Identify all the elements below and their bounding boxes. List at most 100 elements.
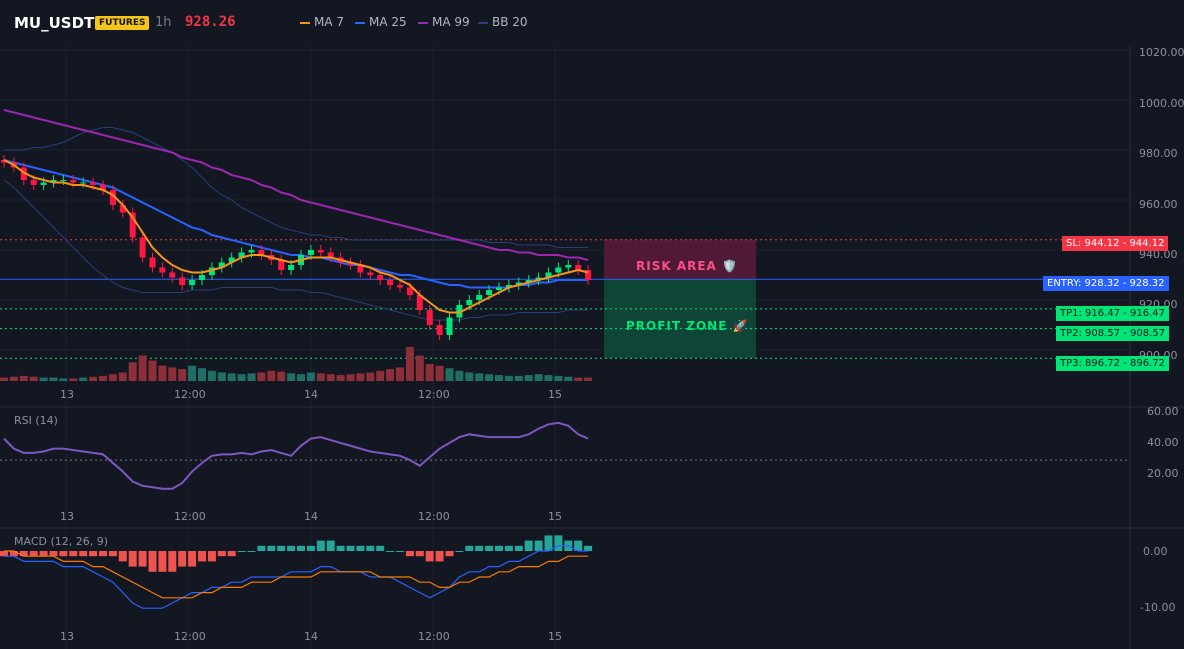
macd-histogram-bar (475, 545, 484, 551)
ma7-line (3, 159, 589, 314)
timeframe-label[interactable]: 1h (155, 15, 172, 30)
volume-bar (405, 347, 414, 381)
volume-bar (99, 375, 107, 381)
legend-ma25[interactable]: MA 25 (355, 15, 407, 29)
macd-histogram-bar (346, 545, 355, 551)
legend-bb20[interactable]: BB 20 (478, 15, 528, 29)
macd-histogram-bar (415, 551, 424, 557)
macd-histogram-bar (376, 545, 385, 551)
macd-line (4, 545, 589, 609)
volume-bar (168, 367, 177, 381)
rsi-y-tick: 20.00 (1147, 467, 1179, 480)
legend-label: MA 25 (369, 15, 407, 29)
volume-bar (386, 369, 395, 381)
symbol-name[interactable]: MU_USDT (14, 14, 95, 32)
legend-label: MA 99 (432, 15, 470, 29)
macd-histogram-bar (455, 551, 464, 552)
x-tick: 14 (304, 630, 318, 643)
macd-histogram-bar (118, 551, 127, 562)
volume-bar (425, 364, 434, 381)
candle-body (347, 262, 354, 265)
macd-histogram-bar (267, 545, 276, 551)
macd-histogram-bar (188, 551, 197, 567)
candle-body (436, 325, 443, 335)
macd-histogram-bar (178, 551, 187, 567)
legend-ma99[interactable]: MA 99 (418, 15, 470, 29)
macd-histogram-bar (128, 551, 137, 567)
candle-body (40, 182, 47, 185)
x-tick: 12:00 (418, 510, 450, 523)
macd-histogram-bar (148, 551, 157, 572)
volume-bar (544, 375, 553, 381)
x-tick: 13 (60, 388, 74, 401)
x-tick: 12:00 (418, 630, 450, 643)
tp2-tag[interactable]: TP2: 908.57 - 908.57 (1056, 326, 1170, 341)
risk-area-label: RISK AREA 🛡️ (636, 259, 738, 273)
candle-body (149, 257, 156, 268)
volume-bar (0, 377, 8, 381)
macd-histogram-bar (396, 551, 404, 552)
macd-histogram-bar (445, 551, 454, 557)
volume-bar (316, 373, 325, 381)
volume-bar (524, 375, 533, 381)
macd-histogram-bar (257, 545, 266, 551)
macd-histogram-bar (237, 551, 246, 552)
candle-body (179, 277, 186, 285)
candle-body (109, 190, 116, 205)
candle-body (397, 285, 403, 288)
candle-body (367, 272, 374, 275)
risk-area-zone (604, 239, 756, 280)
candle-body (1, 160, 7, 163)
macd-y-tick: 0.00 (1143, 545, 1168, 558)
volume-bar (584, 377, 593, 381)
candle-body (100, 185, 106, 190)
candle-body (505, 285, 512, 288)
volume-bar (465, 372, 474, 381)
candle-body (70, 180, 77, 183)
volume-bar (237, 374, 246, 381)
candle-body (60, 180, 67, 181)
macd-histogram-bar (326, 540, 335, 551)
macd-histogram-bar (514, 545, 523, 551)
signal-line (4, 550, 589, 599)
candle-body (327, 252, 334, 258)
tp3-tag[interactable]: TP3: 896.72 - 896.72 (1056, 356, 1170, 371)
volume-bar (504, 375, 513, 381)
candle-body (357, 265, 364, 273)
volume-bar (455, 370, 464, 381)
sl-tag[interactable]: SL: 944.12 - 944.12 (1062, 236, 1169, 251)
volume-bar (198, 368, 206, 381)
ma99-line (3, 109, 589, 261)
entry-tag[interactable]: ENTRY: 928.32 - 928.32 (1043, 276, 1169, 291)
macd-histogram-bar (306, 545, 315, 551)
last-price: 928.26 (185, 14, 236, 30)
volume-bar (39, 377, 48, 381)
tp1-tag[interactable]: TP1: 916.47 - 916.47 (1056, 306, 1170, 321)
x-tick: 12:00 (174, 510, 206, 523)
volume-bar (59, 378, 68, 381)
candle-body (496, 287, 502, 290)
rsi-y-tick: 60.00 (1147, 405, 1179, 418)
candle-body (159, 267, 166, 273)
macd-histogram-bar (425, 551, 434, 562)
candle-body (387, 280, 394, 285)
candle-body (416, 295, 423, 310)
volume-bar (267, 370, 276, 381)
macd-histogram-bar (485, 545, 494, 551)
volume-bar (366, 372, 375, 381)
candle-body (30, 180, 37, 185)
candle-body (258, 250, 265, 255)
macd-histogram-bar (158, 551, 167, 572)
futures-badge: FUTURES (95, 16, 150, 30)
ma25-line (3, 159, 589, 289)
candle-body (307, 250, 314, 255)
legend-ma7[interactable]: MA 7 (300, 15, 344, 29)
macd-histogram-bar (336, 545, 345, 551)
volume-bar (297, 374, 305, 381)
volume-bar (554, 375, 563, 381)
volume-bar (396, 367, 404, 381)
y-tick: 940.00 (1139, 248, 1178, 261)
volume-bar (108, 374, 117, 381)
candle-body (218, 262, 225, 268)
